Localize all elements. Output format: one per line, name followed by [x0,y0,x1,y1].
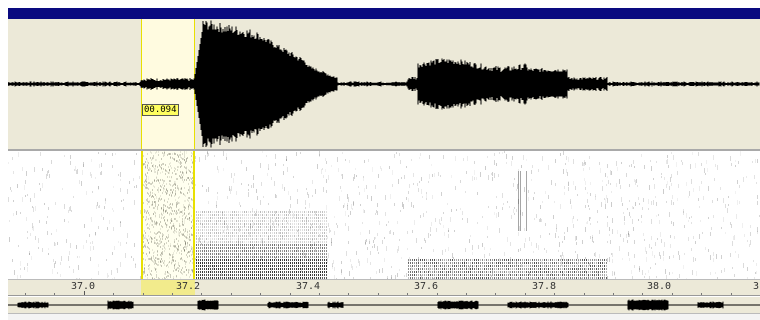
ruler-tick [495,293,496,295]
tick-label-37-0: 37.0 [70,281,96,292]
tick-label-37-4: 37.4 [295,281,321,292]
tick-label-37-8: 37.8 [531,281,557,292]
overview-waveform [8,299,760,311]
ruler-tick [348,293,349,295]
waveform-trace [8,20,760,148]
ruler-tick [613,293,614,295]
ruler-tick [290,293,291,295]
status-strip [8,314,760,320]
tick-label-37-2: 37.2 [175,281,201,292]
ruler-tick [260,293,261,295]
tick-label-partial: 3 [752,281,760,292]
ruler-tick [84,291,85,295]
ruler-tick [672,293,673,295]
overview-track[interactable] [8,297,760,314]
waveform-panel[interactable]: 00.094 [8,19,760,149]
ruler-tick [172,293,173,295]
ruler-tick [437,293,438,295]
spectrogram-selection-region[interactable] [141,151,195,279]
tick-label-37-6: 37.6 [413,281,439,292]
ruler-tick [642,293,643,295]
title-bar [8,8,760,19]
spectrogram-image [8,151,760,279]
ruler-tick [554,293,555,295]
ruler-selection-marker [141,280,195,295]
ruler-tick [525,293,526,295]
time-ruler[interactable]: 37.0 37.2 37.4 37.6 37.8 38.0 3 [8,279,760,296]
tick-label-38-0: 38.0 [646,281,672,292]
ruler-tick [113,293,114,295]
ruler-tick [231,293,232,295]
ruler-tick [731,293,732,295]
ruler-tick [407,293,408,295]
ruler-tick [701,293,702,295]
ruler-tick [319,293,320,295]
ruler-tick [25,293,26,295]
ruler-tick [54,293,55,295]
ruler-tick [378,293,379,295]
ruler-tick [143,293,144,295]
panel-divider[interactable] [8,149,760,151]
spectrogram-panel[interactable] [8,151,760,279]
ruler-tick [201,293,202,295]
ruler-tick [584,293,585,295]
ruler-tick [466,293,467,295]
selection-duration-label: 00.094 [142,104,179,116]
